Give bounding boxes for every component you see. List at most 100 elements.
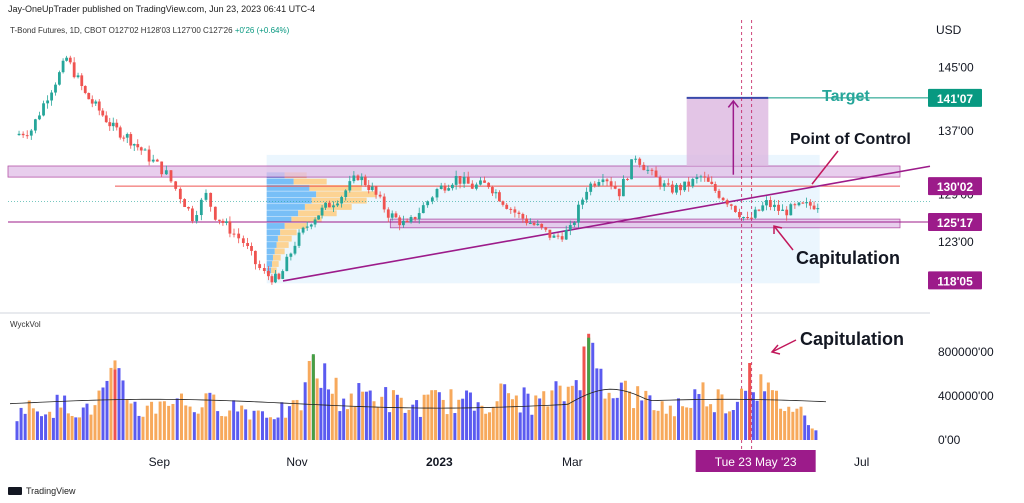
volume-bar-48	[208, 392, 212, 440]
volume-bar-131	[530, 414, 534, 440]
volume-bar-137	[554, 381, 558, 440]
volume-bar-126	[510, 399, 514, 440]
candle-body-201	[812, 205, 816, 210]
candle-body-11	[61, 60, 65, 73]
volume-bar-54	[232, 400, 236, 440]
candle-body-139	[564, 229, 568, 240]
candle-body-132	[536, 223, 540, 225]
candle-body-13	[68, 57, 72, 63]
volume-bar-78	[327, 389, 330, 440]
candle-body-118	[483, 180, 486, 183]
volume-profile-bar-9	[266, 229, 281, 236]
candle-body-85	[352, 175, 356, 182]
candle-body-116	[474, 184, 478, 189]
candle-body-44	[187, 207, 190, 209]
volume-bar-118	[480, 405, 484, 440]
candle-body-179	[725, 200, 729, 205]
candle-body-181	[733, 205, 737, 212]
volume-bar-98	[403, 412, 407, 440]
candle-body-16	[80, 75, 84, 87]
volume-indicator-label[interactable]: WyckVol	[10, 320, 41, 329]
candle-body-178	[721, 197, 725, 201]
candle-body-79	[327, 202, 331, 208]
volume-bar-181	[731, 410, 735, 440]
candle-body-123	[501, 201, 505, 205]
candle-body-114	[466, 176, 470, 184]
candle-body-69	[289, 253, 293, 257]
candle-body-127	[517, 212, 521, 215]
volume-bar-65	[276, 417, 280, 440]
volume-bar-198	[799, 406, 803, 440]
symbol-name[interactable]: T-Bond Futures, 1D, CBOT	[10, 26, 107, 35]
volume-bar-96	[395, 394, 399, 440]
candle-body-152	[617, 188, 621, 197]
volume-bar-61	[260, 411, 264, 440]
volume-bar-116	[472, 410, 476, 440]
candle-body-119	[487, 182, 491, 188]
volume-bar-174	[705, 406, 709, 440]
candle-body-72	[301, 227, 305, 233]
candle-body-111	[454, 175, 458, 185]
volume-bar-125	[507, 393, 511, 440]
candle-body-7	[46, 100, 50, 104]
volume-bar-67	[284, 417, 288, 440]
candle-body-60	[253, 250, 257, 265]
price-label-0: 141'07	[937, 92, 974, 106]
volume-bar-123	[499, 383, 503, 440]
candle-body-144	[585, 191, 589, 200]
candle-body-170	[691, 178, 695, 187]
candle-body-115	[470, 183, 474, 189]
upper-resistance-zone	[7, 165, 901, 178]
volume-profile-bar-13-b	[272, 254, 281, 261]
volume-bar-73	[307, 360, 311, 440]
volume-profile-bar-11	[266, 242, 277, 248]
volume-bar-120	[488, 412, 491, 440]
volume-bar-167	[677, 398, 680, 440]
volume-tick-0: 800000'00	[938, 345, 994, 359]
volume-bar-55	[236, 411, 240, 440]
candle-body-18	[87, 92, 91, 100]
volume-bar-164	[664, 413, 668, 440]
volume-bar-179	[724, 413, 728, 440]
volume-bar-169	[685, 407, 689, 440]
footer-brand: TradingView	[8, 486, 76, 496]
volume-bar-194	[783, 411, 787, 440]
volume-bar-37	[162, 401, 166, 440]
volume-bar-82	[342, 398, 346, 440]
volume-profile-bar-12-b	[274, 248, 285, 255]
volume-tick-1: 400000'00	[938, 389, 994, 403]
candle-body-194	[785, 209, 789, 216]
volume-bar-162	[656, 410, 660, 440]
candle-body-183	[742, 216, 745, 218]
candle-body-131	[532, 223, 536, 225]
volume-bar-36	[158, 401, 162, 440]
volume-bar-195	[787, 406, 791, 440]
candle-body-54	[228, 221, 232, 234]
volume-bar-103	[422, 394, 426, 440]
candle-body-128	[521, 214, 525, 219]
candle-body-134	[544, 227, 548, 230]
volume-bar-19	[89, 414, 93, 440]
volume-bar-33	[145, 405, 149, 440]
candle-body-167	[679, 184, 682, 191]
volume-bar-143	[578, 390, 582, 440]
candle-body-196	[793, 204, 797, 206]
volume-bar-155	[628, 391, 631, 440]
volume-bar-161	[652, 410, 656, 440]
candle-body-161	[654, 170, 658, 178]
candle-body-188	[761, 205, 765, 211]
candle-body-51	[218, 219, 221, 221]
candle-body-200	[808, 202, 812, 206]
volume-profile-bar-10-b	[277, 235, 292, 242]
volume-bar-1	[19, 407, 23, 440]
candle-body-133	[540, 223, 544, 228]
candle-body-157	[638, 158, 642, 165]
annotation-capitulation-volume: Capitulation	[800, 329, 904, 349]
volume-bar-7	[44, 414, 48, 440]
candle-body-146	[593, 183, 597, 186]
candle-body-3	[29, 130, 33, 136]
candle-body-154	[626, 178, 629, 180]
volume-profile-bar-9-b	[280, 229, 297, 236]
volume-bar-160	[648, 395, 652, 440]
